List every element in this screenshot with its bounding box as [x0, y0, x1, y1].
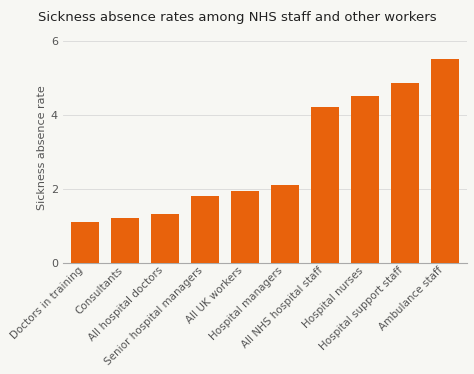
Bar: [431, 59, 459, 263]
Bar: [311, 107, 339, 263]
Bar: [151, 214, 179, 263]
Bar: [391, 83, 419, 263]
Bar: [271, 185, 299, 263]
Text: Sickness absence rates among NHS staff and other workers: Sickness absence rates among NHS staff a…: [38, 11, 437, 24]
Bar: [111, 218, 139, 263]
Bar: [71, 222, 99, 263]
Y-axis label: Sickness absence rate: Sickness absence rate: [36, 85, 47, 210]
Bar: [191, 196, 219, 263]
Bar: [351, 96, 379, 263]
Bar: [231, 191, 259, 263]
